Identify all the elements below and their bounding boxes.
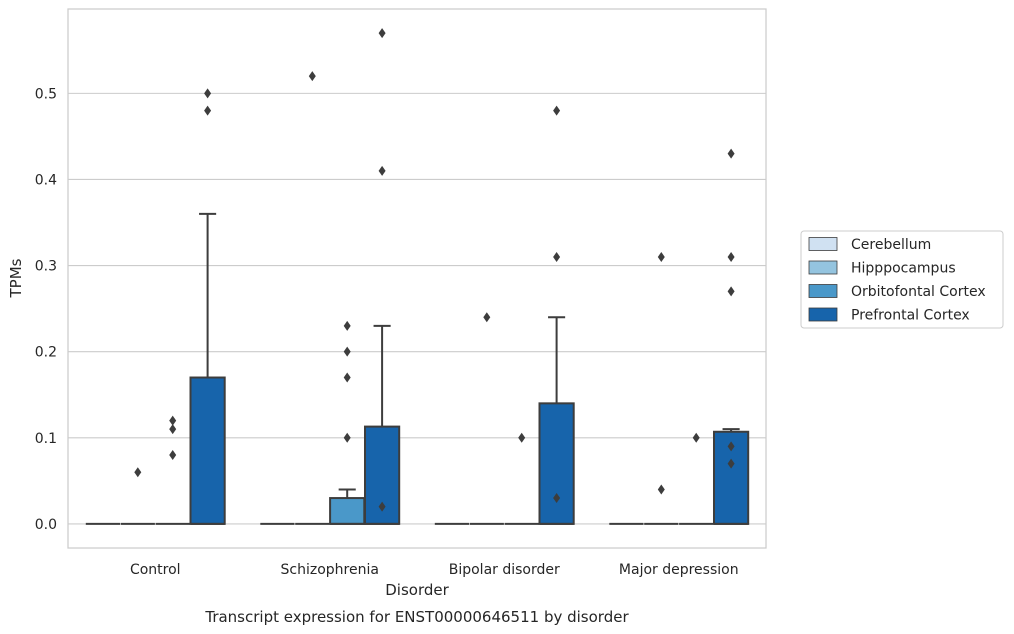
legend-label: Prefrontal Cortex — [851, 308, 970, 324]
y-tick-label: 0.5 — [35, 86, 57, 102]
legend-frame — [800, 230, 1004, 329]
y-tick-label: 0.3 — [35, 259, 57, 275]
x-tick-label: Major depression — [619, 562, 739, 578]
y-tick-label: 0.1 — [35, 431, 57, 447]
outlier-point — [378, 165, 386, 176]
outliers — [134, 28, 735, 512]
legend-label: Hipppocampus — [851, 261, 956, 277]
x-tick-label: Bipolar disorder — [449, 562, 560, 578]
boxes — [85, 212, 750, 525]
outlier-point — [727, 458, 735, 469]
outlier-point — [727, 441, 735, 452]
legend-swatch — [808, 260, 838, 275]
x-tick-label: Schizophrenia — [281, 562, 379, 578]
box — [189, 376, 226, 525]
outlier-point — [204, 88, 212, 99]
box — [538, 402, 575, 525]
outlier-point — [692, 432, 700, 443]
outlier-point — [553, 105, 561, 116]
outlier-point — [727, 286, 735, 297]
outlier-point — [518, 432, 526, 443]
outlier-point — [134, 467, 142, 478]
outlier-point — [727, 251, 735, 262]
x-axis-title: Disorder — [385, 581, 449, 599]
legend: Cerebellum Hipppocampus Orbitofontal Corte… — [800, 230, 1004, 329]
legend-label: Orbitofontal Cortex — [851, 284, 986, 300]
outlier-point — [308, 71, 316, 82]
outlier-point — [343, 372, 351, 383]
y-axis-title: TPMs — [7, 258, 25, 298]
outlier-point — [169, 450, 177, 461]
legend-swatch — [808, 307, 838, 322]
legend-items: Cerebellum Hipppocampus Orbitofontal Corte… — [808, 237, 986, 324]
y-tick-labels: 0.0 0.1 0.2 0.3 0.4 0.5 — [35, 86, 57, 533]
y-tick-label: 0.4 — [35, 172, 57, 188]
legend-label: Cerebellum — [851, 237, 931, 253]
outlier-point — [169, 424, 177, 435]
outlier-point — [378, 28, 386, 39]
outlier-point — [657, 484, 665, 495]
y-tick-label: 0.0 — [35, 517, 57, 533]
outlier-point — [657, 251, 665, 262]
outlier-point — [483, 312, 491, 323]
legend-swatch — [808, 284, 838, 298]
outlier-point — [169, 415, 177, 426]
legend-swatch — [808, 237, 838, 251]
outlier-point — [343, 346, 351, 357]
x-tick-labels: Control Schizophrenia Bipolar disorder Majo… — [130, 562, 739, 578]
outlier-point — [343, 320, 351, 331]
outlier-point — [378, 501, 386, 512]
outlier-point — [343, 432, 351, 443]
x-tick-label: Control — [130, 562, 181, 578]
y-tick-label: 0.2 — [35, 345, 57, 361]
plot-frame — [67, 8, 767, 549]
outlier-point — [553, 251, 561, 262]
outlier-point — [553, 493, 561, 504]
outlier-point — [727, 148, 735, 159]
box — [329, 497, 366, 525]
outlier-point — [204, 105, 212, 116]
chart-caption: Transcript expression for ENST0000064651… — [204, 608, 629, 626]
